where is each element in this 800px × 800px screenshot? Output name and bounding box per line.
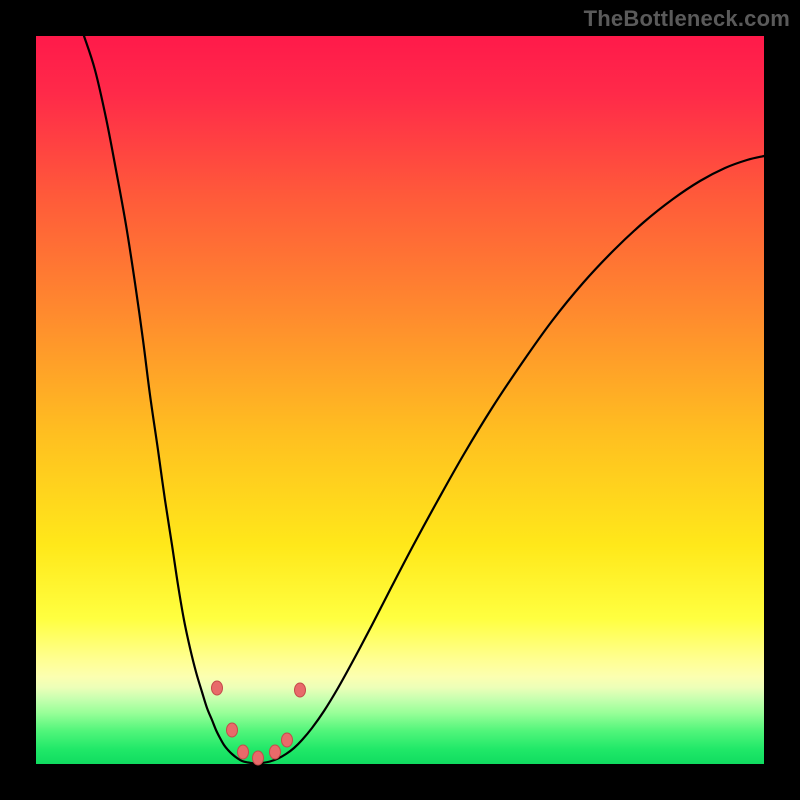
valley-marker <box>238 745 249 759</box>
plot-background <box>36 36 764 764</box>
valley-marker <box>253 751 264 765</box>
valley-marker <box>282 733 293 747</box>
valley-marker <box>212 681 223 695</box>
bottleneck-curve-chart <box>0 0 800 800</box>
chart-container: TheBottleneck.com <box>0 0 800 800</box>
valley-marker <box>227 723 238 737</box>
valley-marker <box>295 683 306 697</box>
watermark-text: TheBottleneck.com <box>584 6 790 32</box>
valley-marker <box>270 745 281 759</box>
